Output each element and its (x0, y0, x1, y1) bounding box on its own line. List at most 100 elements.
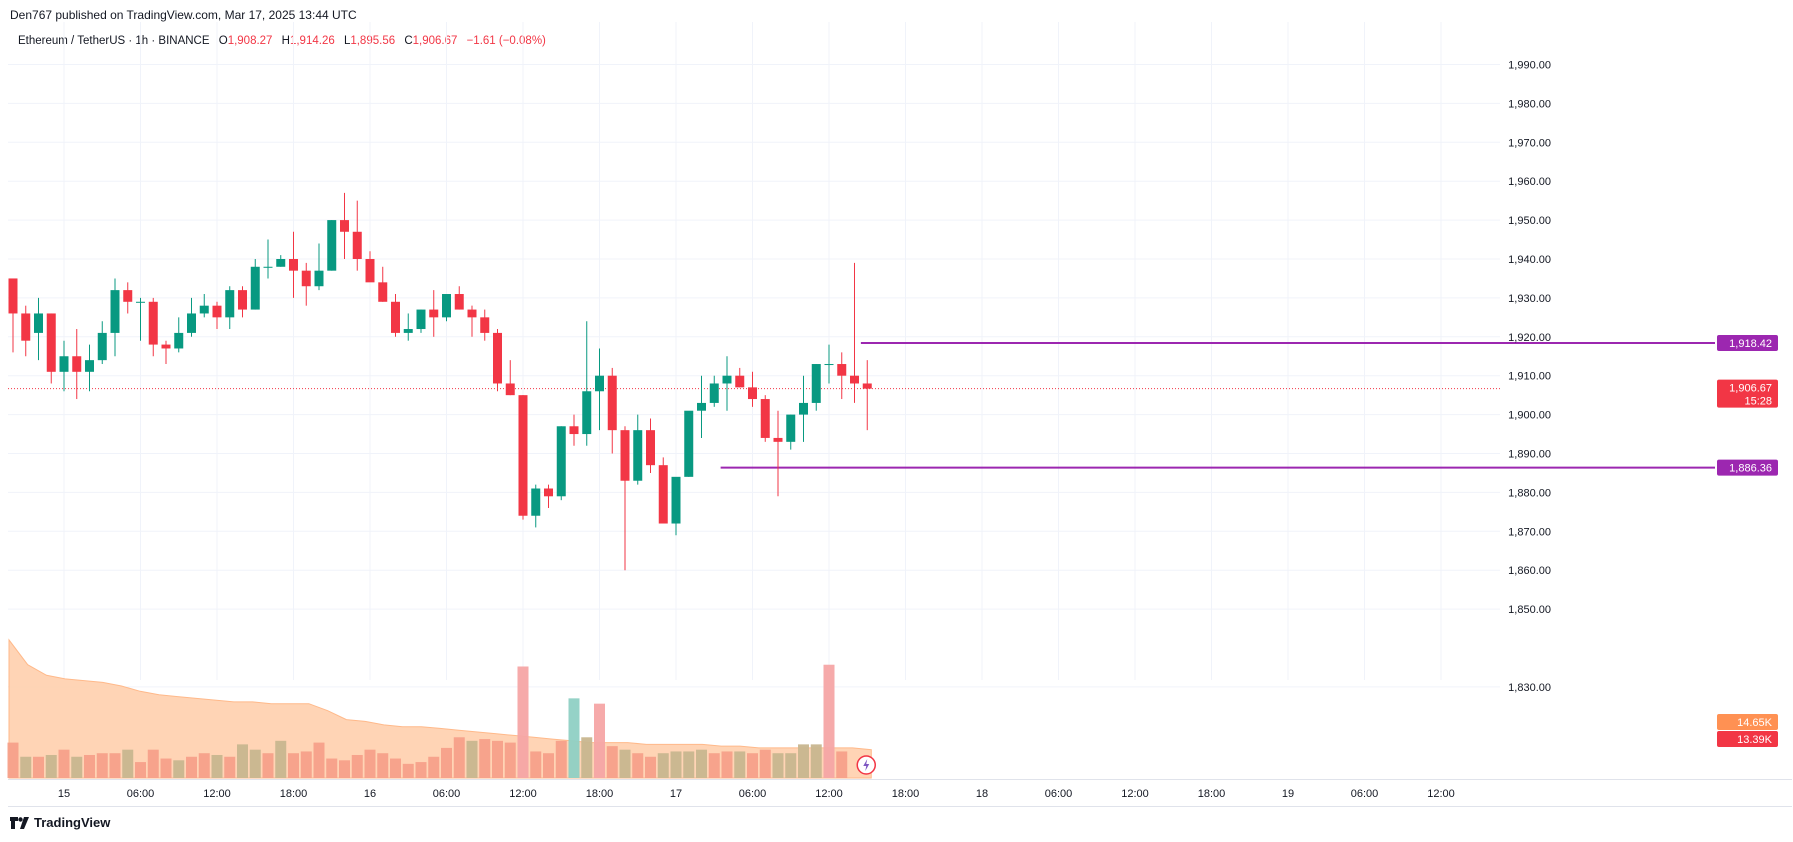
candle-body (391, 301, 400, 333)
candle-body (72, 356, 82, 372)
volume-bar (581, 737, 593, 778)
candle-body (697, 402, 706, 411)
volume-bar (696, 749, 707, 778)
candle-body (403, 329, 413, 333)
candle-body (378, 282, 388, 302)
volume-bar (759, 749, 771, 778)
price-tick-label: 1,940.00 (1508, 254, 1551, 266)
time-tick-label: 12:00 (815, 788, 843, 800)
candle-body (811, 364, 821, 403)
time-tick-label: 18:00 (586, 788, 614, 800)
volume-bar (45, 754, 57, 778)
candle-body (314, 270, 324, 287)
time-tick-label: 19 (1282, 788, 1294, 800)
candle-body (429, 309, 439, 318)
volume-bar (517, 666, 529, 778)
candle-body (544, 488, 553, 497)
volume-bar (20, 756, 32, 778)
legend-high-value: 1,914.26 (289, 35, 335, 47)
volume-bar (122, 749, 134, 778)
candle-body (276, 259, 286, 267)
price-tick-label: 1,910.00 (1508, 371, 1551, 383)
volume-bar (619, 749, 631, 778)
volume-bar (84, 754, 95, 778)
price-tick-label: 1,920.00 (1508, 332, 1551, 344)
candle-body (250, 266, 260, 310)
candle-body (148, 301, 158, 345)
volume-ma-badge-bg (1717, 714, 1778, 730)
candle-body (289, 259, 298, 271)
volume-ma-shape (8, 638, 872, 779)
volume-bar (7, 742, 19, 778)
volume-bar (543, 753, 554, 778)
price-tick-label: 1,830.00 (1508, 682, 1551, 694)
last-price-badge-bg (1717, 379, 1778, 408)
volume-bar (823, 664, 835, 778)
volume-bar (135, 762, 146, 778)
candle-body (850, 375, 859, 384)
volume-bar (594, 703, 605, 778)
candle-body (442, 294, 451, 318)
volume-bar (504, 742, 516, 778)
price-tick-label: 1,870.00 (1508, 526, 1551, 538)
candle-body (824, 364, 834, 366)
price-tick-label: 1,890.00 (1508, 449, 1551, 461)
volume-bar (390, 758, 401, 778)
volume-bar (377, 753, 389, 778)
candle-body (340, 220, 349, 232)
volume-bar (300, 751, 312, 778)
candle-body (595, 375, 604, 392)
volume-bars (7, 664, 848, 778)
time-tick-label: 17 (670, 788, 682, 800)
time-tick-label: 15 (58, 788, 70, 800)
volume-bar (492, 740, 503, 778)
time-tick-label: 12:00 (1427, 788, 1455, 800)
candle-body (799, 402, 808, 415)
candle-body (671, 476, 681, 524)
volume-ma-area (8, 638, 872, 779)
candle-body (620, 430, 630, 481)
volume-bar (568, 698, 580, 778)
level-badge-bg (1717, 459, 1778, 476)
candle-body (518, 395, 528, 516)
candles (8, 192, 872, 571)
level-badge-bg (1717, 334, 1778, 351)
candle-body (187, 313, 196, 333)
volume-bar (313, 742, 325, 778)
volume-bar (33, 756, 44, 778)
candle-body (416, 309, 426, 330)
candle-body (837, 364, 847, 376)
level-badge-text: 1,918.42 (1729, 338, 1772, 350)
candle-body (786, 414, 796, 442)
candle-body (633, 430, 643, 481)
price-tick-label: 1,860.00 (1508, 565, 1551, 577)
candle-body (85, 360, 94, 372)
volume-bar (734, 751, 746, 778)
time-tick-label: 18:00 (892, 788, 920, 800)
volume-bar (836, 751, 848, 778)
candle-body (582, 391, 592, 435)
candle-body (709, 383, 719, 403)
volume-bar (810, 744, 822, 778)
price-tick-label: 1,950.00 (1508, 215, 1551, 227)
candle-body (531, 488, 541, 516)
candle-body (607, 375, 617, 431)
volume-bar (58, 749, 70, 778)
volume-bar (262, 753, 274, 778)
candle-body (493, 332, 502, 384)
volume-bar (249, 749, 261, 778)
tradingview-logo[interactable]: TradingView (10, 815, 110, 830)
candle-body (327, 220, 337, 271)
horizontal-levels (8, 341, 1715, 469)
time-tick-label: 06:00 (1045, 788, 1073, 800)
candle-body (646, 430, 655, 466)
volume-bar (772, 753, 784, 778)
lightning-glyph (863, 759, 870, 771)
legend-open-label: O (218, 35, 228, 47)
volume-bar (288, 753, 299, 778)
candle-body (225, 290, 235, 318)
candle-body (352, 231, 362, 259)
candle-body (658, 465, 668, 524)
